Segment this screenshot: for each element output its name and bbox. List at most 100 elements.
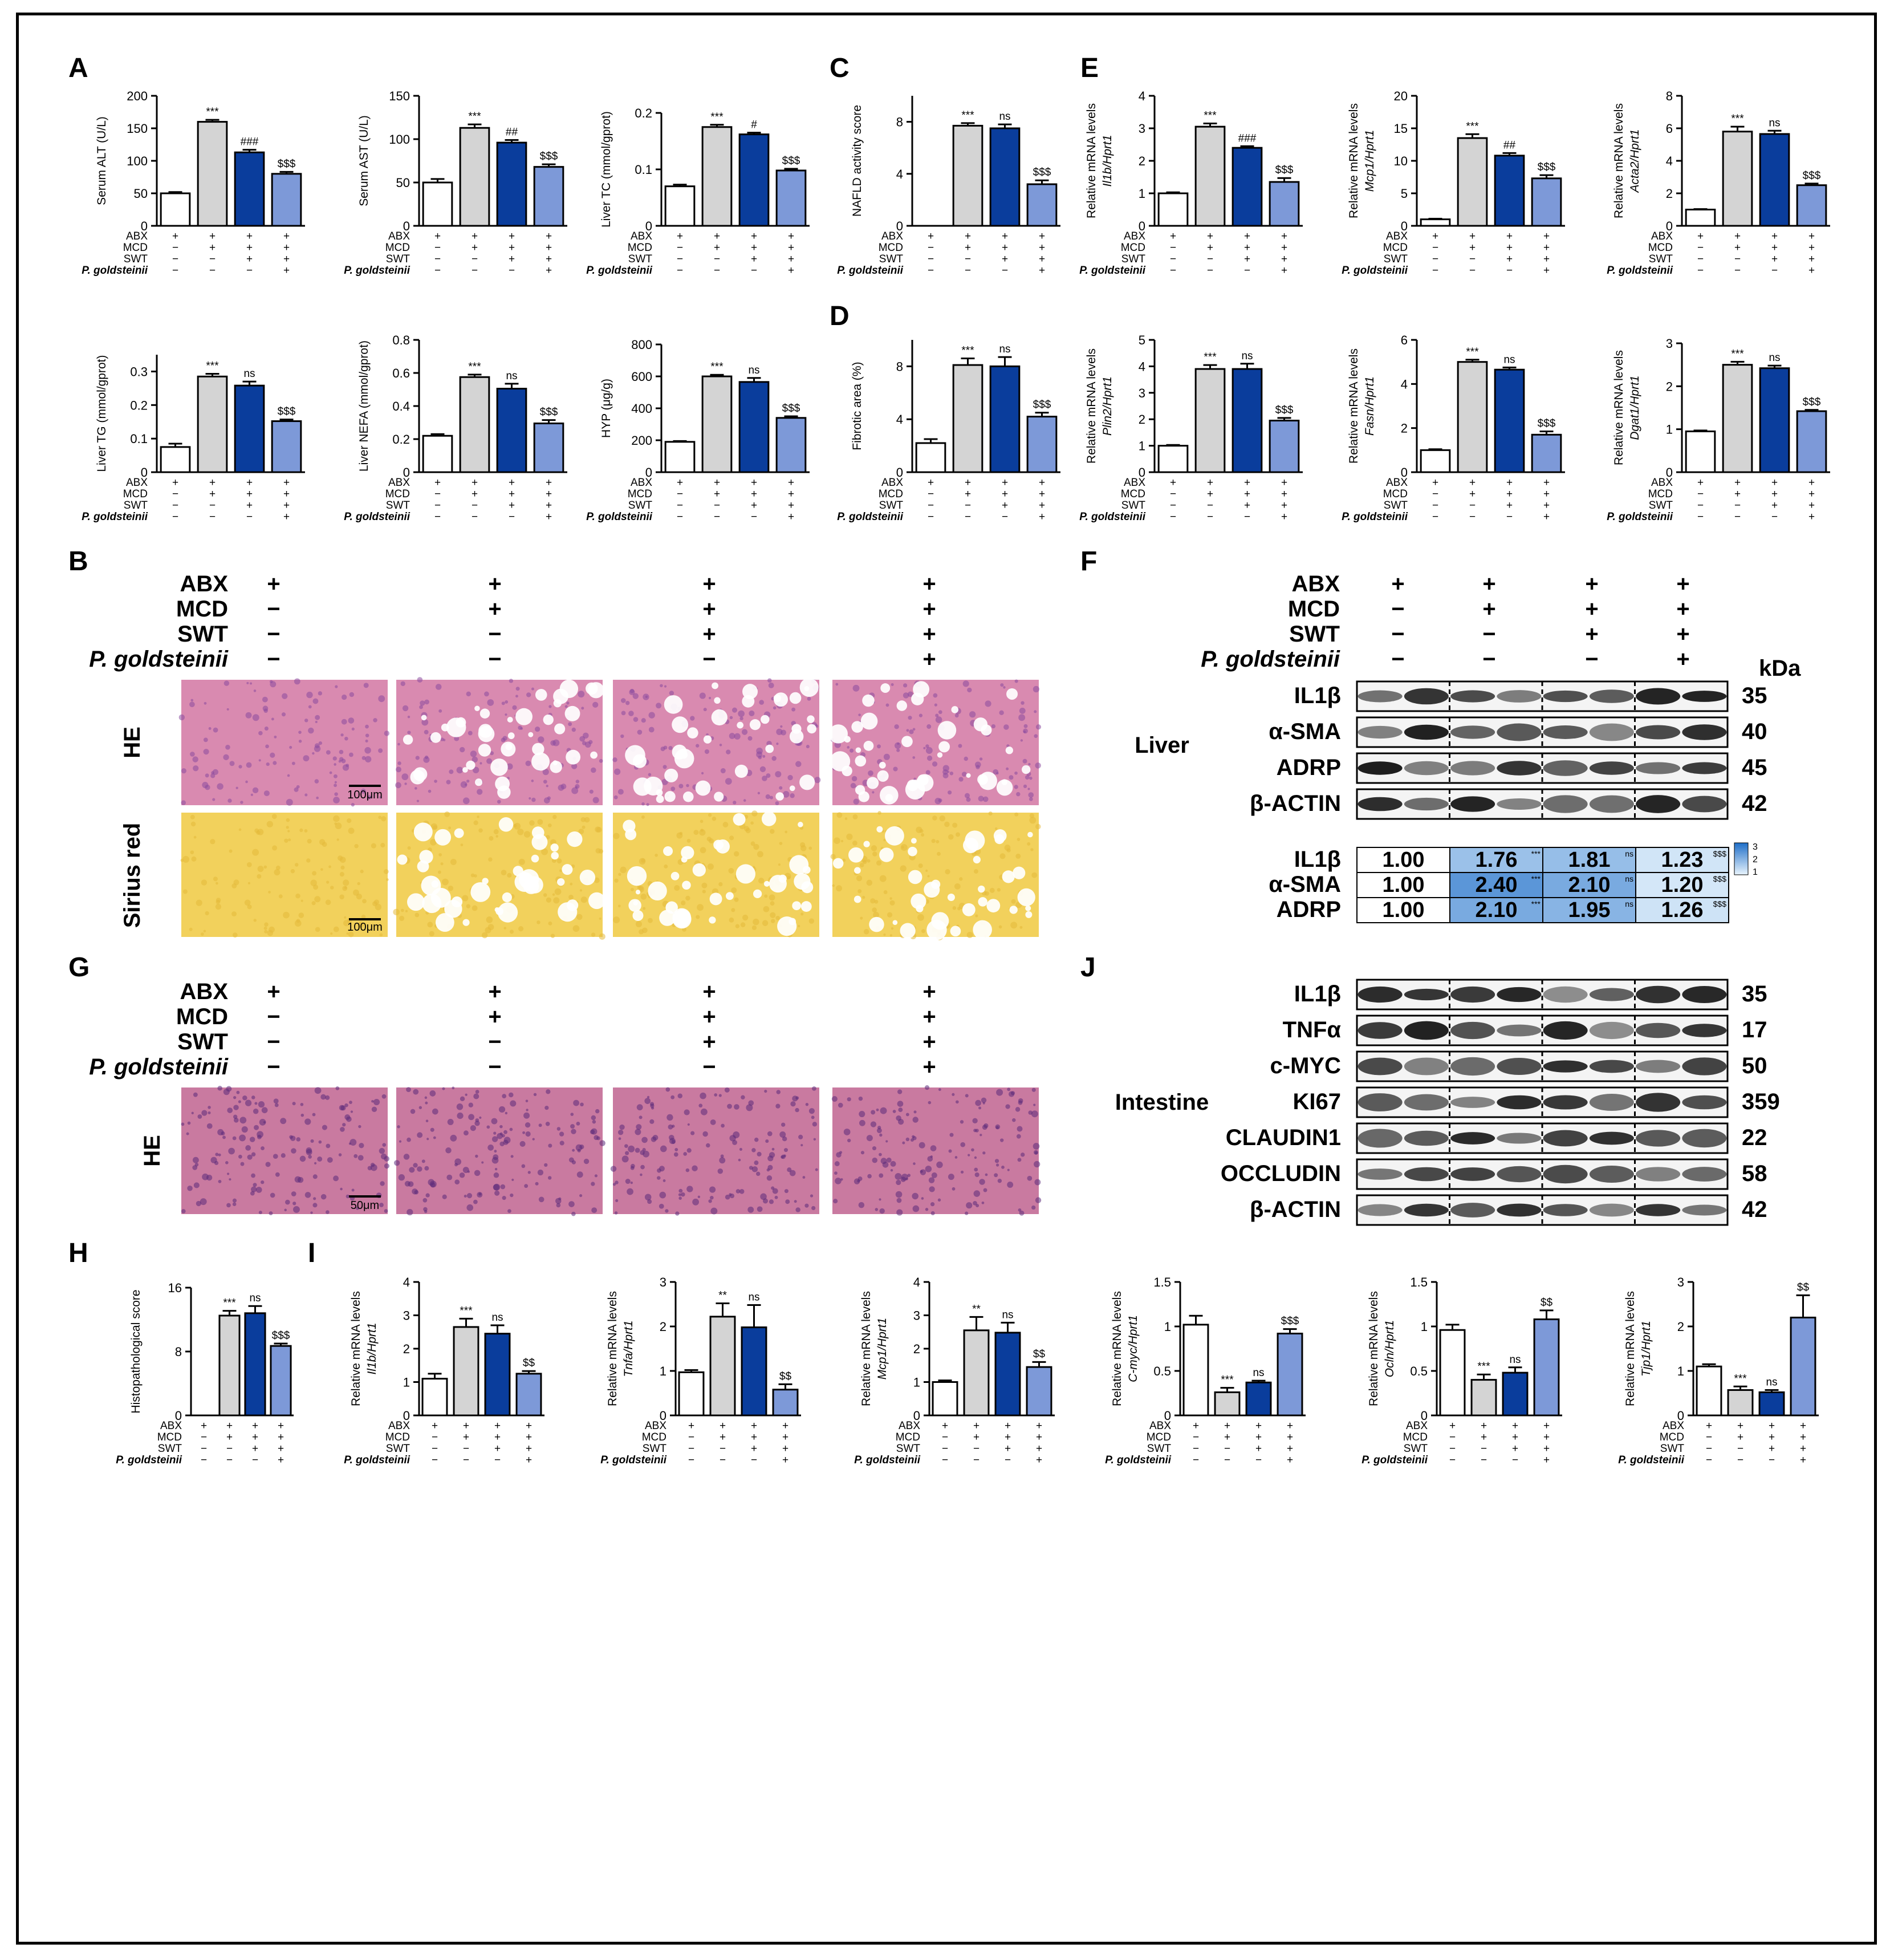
- tissue-texture: [571, 1211, 576, 1216]
- tissue-texture: [898, 1107, 903, 1113]
- bar: [234, 151, 265, 227]
- tissue-texture: [814, 777, 821, 784]
- tissue-texture: [677, 1093, 683, 1099]
- y-tick-label: 6: [1401, 333, 1408, 347]
- y-tick-label: 2: [1666, 186, 1673, 201]
- condition-sign: −: [677, 242, 683, 254]
- lipid-vacuole: [407, 893, 425, 911]
- lipid-vacuole: [807, 715, 815, 723]
- condition-sign: +: [1734, 477, 1741, 489]
- condition-label: ABX: [1406, 1420, 1428, 1432]
- tissue-texture: [613, 795, 618, 800]
- tissue-texture: [349, 1139, 357, 1146]
- lipid-vacuole: [672, 910, 692, 929]
- condition-sign: +: [1543, 477, 1550, 489]
- quant-row-label: ADRP: [1277, 897, 1341, 922]
- tissue-texture: [291, 761, 295, 765]
- tissue-texture: [417, 677, 423, 683]
- tissue-texture: [1034, 710, 1037, 713]
- tissue-texture: [1007, 1087, 1011, 1091]
- tissue-texture: [921, 1197, 924, 1200]
- tissue-texture: [424, 1166, 429, 1171]
- tissue-texture: [708, 1199, 712, 1203]
- tissue-texture: [640, 1164, 645, 1170]
- tissue-texture: [192, 756, 198, 762]
- lipid-vacuole: [863, 841, 870, 847]
- tissue-texture: [271, 814, 277, 819]
- lipid-vacuole: [714, 697, 721, 704]
- he-intestine-0: [181, 1085, 390, 1216]
- tissue-texture: [912, 1117, 918, 1123]
- tissue-texture: [261, 1146, 265, 1150]
- blot-band: [1636, 1204, 1681, 1216]
- tissue-texture: [699, 692, 706, 699]
- tissue-texture: [501, 701, 505, 705]
- lipid-vacuole: [774, 692, 789, 707]
- tissue-texture: [739, 1189, 745, 1194]
- significance-label: ***: [223, 1297, 236, 1309]
- tissue-texture: [490, 751, 494, 756]
- tissue-texture: [643, 693, 649, 700]
- tissue-texture: [246, 681, 249, 684]
- tissue-texture: [767, 1164, 773, 1170]
- blot-band: [1543, 1130, 1588, 1147]
- tissue-texture: [902, 1141, 905, 1145]
- tissue-texture: [1030, 848, 1034, 851]
- condition-sign: −: [1432, 265, 1438, 277]
- tissue-texture: [760, 1193, 767, 1200]
- tissue-texture: [547, 823, 552, 827]
- y-axis-label: Histopathological score: [129, 1289, 143, 1413]
- tissue-texture: [478, 828, 483, 833]
- tissue-texture: [774, 1195, 778, 1199]
- condition-sign: +: [278, 1443, 284, 1455]
- tissue-texture: [290, 869, 295, 874]
- condition-label: P. goldsteinii: [837, 265, 904, 277]
- tissue-texture: [538, 736, 544, 743]
- blot-band: [1589, 761, 1634, 775]
- tissue-texture: [495, 835, 498, 838]
- condition-sign: +: [509, 242, 515, 254]
- heatmap-value: 1.95: [1568, 898, 1611, 922]
- significance-label: ***: [1466, 346, 1479, 358]
- tissue-texture: [294, 920, 302, 927]
- bar: [1157, 445, 1189, 473]
- tissue-texture: [627, 1188, 633, 1195]
- tissue-texture: [896, 748, 900, 752]
- tissue-texture: [201, 1110, 208, 1116]
- condition-label: P. goldsteinii: [586, 511, 653, 523]
- significance-label: ***: [460, 1305, 473, 1317]
- tissue-texture: [901, 1174, 908, 1181]
- tissue-texture: [835, 1178, 842, 1184]
- blot-strip: [1356, 1122, 1729, 1154]
- y-tick-label: 8: [175, 1345, 182, 1359]
- condition-label: P. goldsteinii: [1361, 1454, 1428, 1466]
- tissue-texture: [487, 924, 494, 931]
- tissue-texture: [259, 1119, 266, 1126]
- condition-sign: +: [1281, 500, 1287, 512]
- tissue-texture: [995, 1163, 999, 1167]
- tissue-texture: [425, 1119, 429, 1122]
- tissue-texture: [763, 906, 770, 912]
- tissue-texture: [462, 1167, 469, 1174]
- tissue-texture: [808, 846, 812, 850]
- tissue-texture: [983, 1188, 987, 1192]
- tissue-texture: [890, 1168, 893, 1172]
- lipid-vacuole: [749, 719, 761, 731]
- condition-sign: −: [1002, 511, 1008, 523]
- lipid-vacuole: [417, 860, 429, 873]
- y-axis-label-line: Mcp1/Hprt1: [1363, 130, 1376, 192]
- condition-sign: −: [1391, 596, 1404, 622]
- blot-label: ADRP: [1277, 755, 1341, 780]
- tissue-texture: [462, 797, 470, 805]
- tissue-texture: [204, 701, 207, 705]
- tissue-texture: [537, 819, 543, 825]
- y-axis-label-line: Serum AST (U/L): [357, 115, 371, 206]
- lipid-vacuole: [567, 831, 583, 847]
- tissue-texture: [663, 745, 668, 750]
- tissue-texture: [811, 1115, 815, 1119]
- blot-label: TNFα: [1283, 1017, 1342, 1042]
- condition-sign: +: [1207, 230, 1213, 242]
- tissue-texture: [862, 895, 865, 899]
- y-tick-label: 0.8: [392, 333, 410, 347]
- lipid-vacuole: [557, 878, 565, 886]
